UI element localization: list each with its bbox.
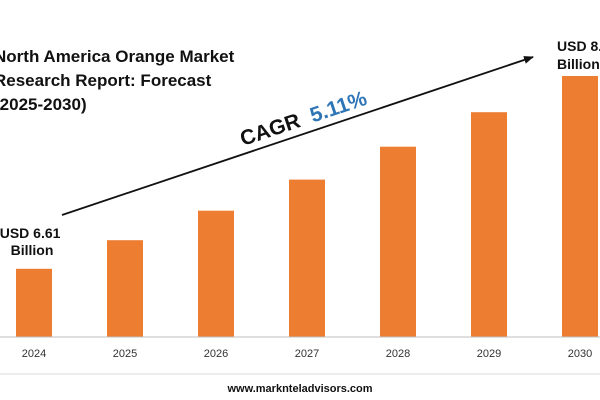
bar-2028 bbox=[380, 146, 416, 337]
x-tick-label-2025: 2025 bbox=[113, 348, 137, 360]
x-tick-label-2029: 2029 bbox=[477, 348, 501, 360]
x-tick-label-2027: 2027 bbox=[295, 348, 319, 360]
growth-arrow bbox=[61, 56, 534, 216]
start-value-line-1: USD 6.61 bbox=[0, 225, 61, 241]
end-value-label: USD 8.2 Billion bbox=[557, 38, 600, 72]
chart-title: North America Orange Market Research Rep… bbox=[0, 47, 239, 114]
start-value-label: USD 6.61 Billion bbox=[0, 225, 64, 258]
x-tick-label-2026: 2026 bbox=[204, 348, 228, 360]
bars-group bbox=[16, 76, 598, 337]
footer-website: www.marknteladvisors.com bbox=[226, 383, 372, 395]
bar-2026 bbox=[198, 210, 234, 337]
start-value-line-2: Billion bbox=[11, 242, 54, 258]
chart-title-line-3: (2025-2030) bbox=[0, 95, 87, 114]
bar-2030 bbox=[562, 76, 598, 337]
end-value-line-2: Billion bbox=[557, 56, 600, 72]
bar-2025 bbox=[107, 240, 143, 337]
bar-2027 bbox=[289, 179, 325, 337]
x-tick-label-2030: 2030 bbox=[568, 348, 592, 360]
x-axis-tick-labels: 2024 2025 2026 2027 2028 2029 2030 bbox=[22, 348, 592, 360]
x-tick-label-2028: 2028 bbox=[386, 348, 410, 360]
x-tick-label-2024: 2024 bbox=[22, 348, 46, 360]
chart-title-line-1: North America Orange Market bbox=[0, 47, 235, 66]
end-value-line-1: USD 8.2 bbox=[557, 38, 600, 54]
bar-2024 bbox=[16, 268, 52, 337]
chart-title-line-2: Research Report: Forecast bbox=[0, 71, 212, 90]
bar-2029 bbox=[471, 112, 507, 337]
